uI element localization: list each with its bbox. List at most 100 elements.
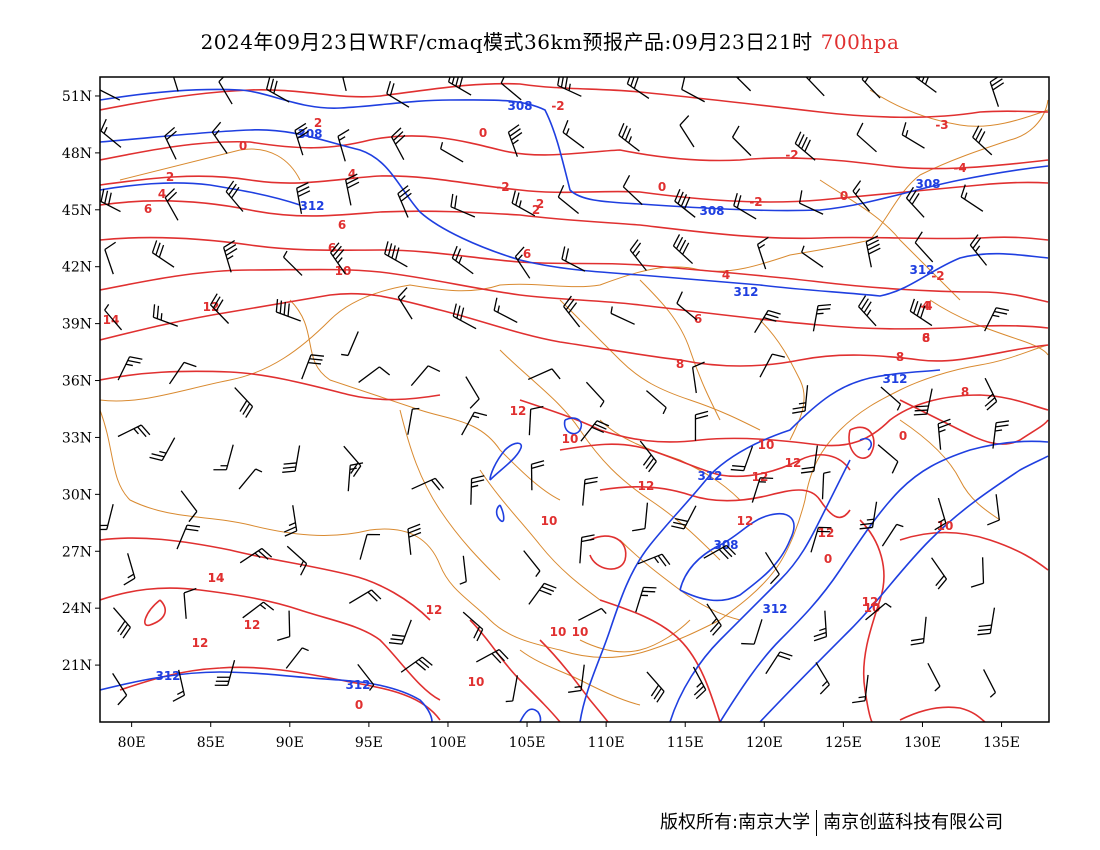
wind-barb xyxy=(671,505,697,530)
wind-barb xyxy=(578,607,607,621)
wind-barb xyxy=(927,662,941,692)
contour-label: -2 xyxy=(785,148,798,162)
contour-label: 312 xyxy=(345,678,370,692)
wind-barb xyxy=(358,366,391,383)
wind-barb xyxy=(610,306,635,325)
wind-barb xyxy=(733,192,757,220)
contour-label: 308 xyxy=(507,99,532,113)
wind-barb xyxy=(856,122,877,153)
contour-label: 312 xyxy=(909,263,934,277)
contour-label: 2 xyxy=(166,170,174,184)
wind-barb xyxy=(703,544,737,560)
x-tick-label: 115E xyxy=(667,735,704,751)
wind-barb xyxy=(618,122,640,152)
wind-barb xyxy=(754,309,781,334)
wind-barb xyxy=(407,407,420,435)
contour-label: 6 xyxy=(922,331,930,345)
wind-barb xyxy=(691,361,705,394)
wind-barb xyxy=(969,234,988,266)
wind-barb xyxy=(865,235,881,268)
wind-barb xyxy=(632,502,649,532)
wind-barb xyxy=(931,557,948,590)
contour-label: 312 xyxy=(882,372,907,386)
wind-barb xyxy=(983,669,997,698)
wind-barb xyxy=(223,240,238,273)
wind-barb xyxy=(476,648,509,664)
wind-barb xyxy=(397,287,413,320)
wind-barb xyxy=(461,411,488,436)
wind-barb xyxy=(164,188,179,221)
wind-barb xyxy=(213,444,234,471)
contour-label: -3 xyxy=(935,118,948,132)
wind-barb xyxy=(563,295,581,328)
contour-label: 6 xyxy=(694,312,702,326)
contour-label: 12 xyxy=(737,514,754,528)
contour-label: 2 xyxy=(532,203,540,217)
contour-label: 8 xyxy=(896,350,904,364)
wind-barb xyxy=(234,387,254,418)
wind-barb xyxy=(810,526,832,553)
wind-barb xyxy=(901,122,925,149)
contour-label: 14 xyxy=(103,313,120,327)
wind-barb xyxy=(117,356,143,381)
wind-barb xyxy=(345,173,360,206)
wind-barb xyxy=(388,619,412,645)
wind-barb xyxy=(238,468,263,490)
wind-barb xyxy=(731,125,752,157)
wind-barb xyxy=(283,505,298,537)
wind-barb xyxy=(792,385,809,414)
longitude-axis: 80E 85E 90E 95E 100E 105E 110E 115E 120E 125E 130E… xyxy=(118,722,1020,751)
wind-barb xyxy=(741,619,763,645)
wind-barb xyxy=(984,307,1010,332)
y-tick-label: 24N xyxy=(62,601,92,617)
contour-label: 12 xyxy=(638,479,655,493)
wind-barb xyxy=(970,557,985,588)
wind-barb xyxy=(400,656,433,673)
wind-barb xyxy=(514,246,531,279)
wind-barb xyxy=(117,424,151,438)
wind-barb xyxy=(672,234,694,265)
wind-barb xyxy=(384,241,408,268)
wind-barb xyxy=(452,303,477,330)
wind-barb xyxy=(176,524,201,550)
wind-barb xyxy=(764,551,780,585)
y-tick-label: 21N xyxy=(62,658,92,674)
contour-label: 6 xyxy=(144,202,152,216)
wind-barb xyxy=(528,405,544,436)
wind-barb xyxy=(214,660,236,686)
contour-label: 0 xyxy=(824,552,832,566)
wind-barb xyxy=(992,420,1010,449)
wind-barb xyxy=(821,471,831,500)
contour-label: 14 xyxy=(208,571,225,585)
wind-barb xyxy=(359,533,381,560)
wind-barb xyxy=(798,190,824,215)
wind-barb xyxy=(909,298,933,327)
wind-barb xyxy=(676,291,698,321)
wind-barb xyxy=(629,239,647,271)
contour-label: 0 xyxy=(840,189,848,203)
y-tick-label: 33N xyxy=(62,430,92,446)
wind-barb xyxy=(527,368,561,381)
y-tick-label: 51N xyxy=(62,89,92,105)
contour-label: 10 xyxy=(572,625,589,639)
y-tick-label: 39N xyxy=(62,317,92,333)
contour-label: 0 xyxy=(658,180,666,194)
wind-barb xyxy=(805,77,825,97)
wind-barb xyxy=(646,671,665,703)
contour-label: 2 xyxy=(314,116,322,130)
contour-label: 12 xyxy=(752,470,769,484)
wind-barb xyxy=(286,545,308,576)
contour-label: 10 xyxy=(937,519,954,533)
wind-barb xyxy=(149,437,176,462)
wind-barb xyxy=(646,390,667,415)
wind-barb xyxy=(450,193,476,218)
wind-barb xyxy=(622,175,643,206)
wind-barb xyxy=(580,420,610,442)
contour-label: 8 xyxy=(961,385,969,399)
wind-barb xyxy=(987,494,1000,526)
wind-barb xyxy=(168,361,197,385)
wind-barb xyxy=(813,610,828,642)
contour-label: 4 xyxy=(158,187,166,201)
latitude-axis: 51N 48N 45N 42N 39N 36N 33N 30N 27N 24N 21N xyxy=(62,89,100,674)
wind-barb xyxy=(493,297,518,323)
